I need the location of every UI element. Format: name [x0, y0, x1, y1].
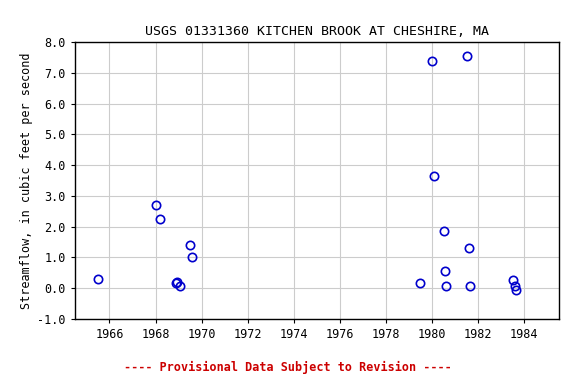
Y-axis label: Streamflow, in cubic feet per second: Streamflow, in cubic feet per second	[20, 52, 33, 309]
Text: ---- Provisional Data Subject to Revision ----: ---- Provisional Data Subject to Revisio…	[124, 361, 452, 374]
Title: USGS 01331360 KITCHEN BROOK AT CHESHIRE, MA: USGS 01331360 KITCHEN BROOK AT CHESHIRE,…	[145, 25, 489, 38]
